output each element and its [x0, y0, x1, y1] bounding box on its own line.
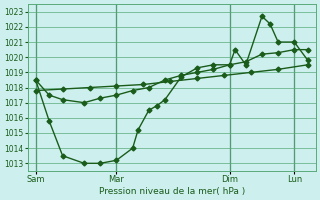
X-axis label: Pression niveau de la mer( hPa ): Pression niveau de la mer( hPa ) — [99, 187, 245, 196]
